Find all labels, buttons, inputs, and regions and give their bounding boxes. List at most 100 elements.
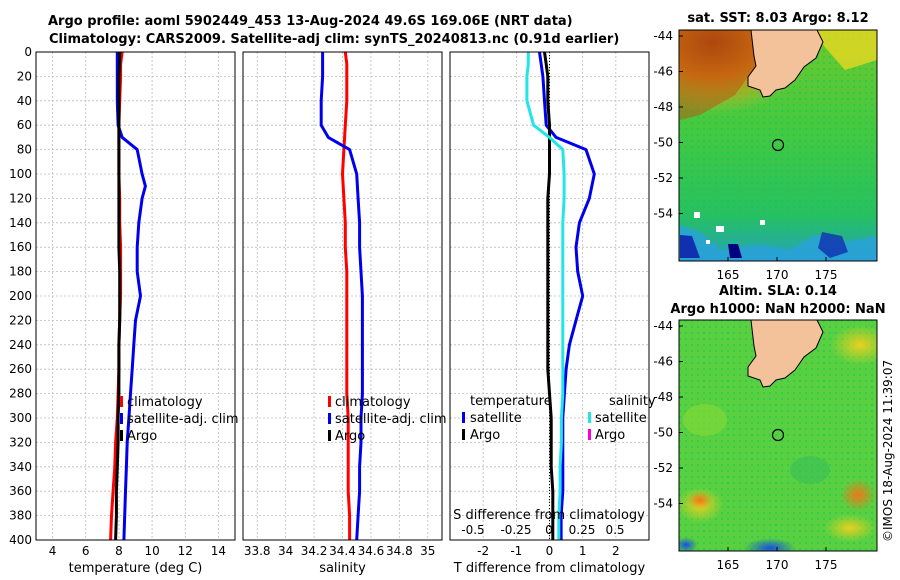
x-tick-label: 10 [144,544,159,558]
map-y-tick-label: -48 [653,100,673,114]
map-y-tick-label: -46 [653,355,673,369]
x-tick-label: -2 [477,544,489,558]
x-tick-label: 12 [178,544,193,558]
map-y-tick-label: -44 [653,319,673,333]
y-tick-label: 380 [9,509,32,523]
y-tick-label: 240 [9,338,32,352]
y-tick-label: 300 [9,411,32,425]
y-tick-label: 60 [17,118,32,132]
legend-label: Argo [335,429,365,444]
legend-swatch [328,413,331,424]
series-line-satellite-adj-clim [319,52,364,541]
x-tick-label-top: -0.5 [461,523,484,537]
y-tick-label: 140 [9,216,32,230]
y-tick-label: 120 [9,191,32,205]
salinity-panel: 33.8 34 34.2 34.4 34.6 34.8 35 salinity climatol… [242,51,447,576]
x-tick-label: 35 [420,544,435,558]
svg-text:Altim. SLA: 0.14: Altim. SLA: 0.14 [719,284,837,299]
x-axis-label: temperature (deg C) [69,561,203,576]
map-y-tick-label: -50 [653,426,673,440]
title-line-1: Argo profile: aoml 5902449_453 13-Aug-20… [48,14,573,29]
legend-swatch [462,429,465,440]
title-line-2: Climatology: CARS2009. Satellite-adj cli… [49,32,620,47]
y-tick-label: 40 [17,94,32,108]
legend-swatch [328,430,331,441]
axes-frame [35,51,236,541]
x-tick-label: -1 [510,544,522,558]
map-x-tick-label: 175 [815,558,838,572]
svg-text:Argo h1000: NaN h2000: NaN: Argo h1000: NaN h2000: NaN [670,302,885,317]
x-tick-label: 6 [82,544,90,558]
x-tick-label-top: 0.5 [605,523,624,537]
x-axis-label: salinity [319,561,366,576]
y-tick-label: 340 [9,460,32,474]
legend-label: satellite-adj. clim [335,412,447,427]
legend-label: climatology [335,395,411,410]
series-line-t-argo [543,51,555,540]
imos-stamp: ©IMOS 18-Aug-2024 11:39:07 [881,360,895,542]
legend-label: climatology [127,395,203,410]
series-line-climatology [341,51,352,540]
x-tick-label: 34.2 [301,544,328,558]
legend-swatch [588,429,591,440]
legend-label: Argo [127,429,157,444]
legend-swatch [328,396,331,407]
map-y-tick-label: -46 [653,65,673,79]
legend-swatch [120,396,123,407]
y-tick-label: 400 [9,533,32,547]
legend-swatch [120,413,123,424]
x-tick-label: 1 [579,544,587,558]
legend-label: satellite [470,411,522,426]
legend-swatch [462,412,465,423]
map-x-tick-label: 170 [766,268,789,282]
x-tick-label-top: 0 [545,523,553,537]
map-x-tick-label: 170 [766,558,789,572]
y-tick-label: 280 [9,387,32,401]
difference-panel: -2 -1 0 1 2 T difference from climatology temp… [449,51,656,576]
y-tick-label: 200 [9,289,32,303]
x-tick-label-top: -0.25 [500,523,531,537]
map-y-tick-label: -54 [653,207,673,221]
sst-title: sat. SST: 8.03 Argo: 8.12 [687,11,868,26]
map-y-tick-label: -50 [653,136,673,150]
legend-swatch [120,430,123,441]
legend-title-salinity: salinity [609,394,656,409]
x-tick-label: 33.8 [244,544,271,558]
map-y-tick-label: -54 [653,497,673,511]
legend-swatch [588,412,591,423]
y-tick-label: 100 [9,167,32,181]
temperature-panel: 4 6 8 10 12 140204060801001201401601802002202… [9,45,239,576]
map-y-tick-label: -48 [653,390,673,404]
x-tick-label: 34.8 [386,544,413,558]
y-tick-label: 0 [24,45,32,59]
legend-title-temperature: temperature [470,394,552,409]
x-tick-label: 4 [49,544,57,558]
y-tick-label: 160 [9,240,32,254]
x-tick-label: 2 [612,544,620,558]
sla-title-1: Altim. SLA: 0.14 [719,284,837,299]
x-tick-label: 34 [278,544,293,558]
x-tick-label: 34.6 [358,544,385,558]
sla-map: Altim. SLA: 0.14 Argo h1000: NaN h2000: … [653,284,885,572]
svg-text:sat. SST: 8.03 Argo: 8.12: sat. SST: 8.03 Argo: 8.12 [687,11,868,26]
y-tick-label: 20 [17,69,32,83]
y-tick-label: 180 [9,265,32,279]
series-line-argo [114,52,122,541]
y-tick-label: 320 [9,435,32,449]
y-tick-label: 260 [9,362,32,376]
legend-label: satellite-adj. clim [127,412,239,427]
map-x-tick-label: 165 [717,268,740,282]
map-y-tick-label: -44 [653,29,673,43]
x-tick-label-top: 0.25 [569,523,596,537]
y-tick-label: 80 [17,143,32,157]
x-axis-label: T difference from climatology [453,561,646,576]
y-tick-label: 220 [9,313,32,327]
x-tick-label: 14 [211,544,226,558]
sst-map: sat. SST: 8.03 Argo: 8.12 -44 -46 -48 -50 -5… [653,11,878,282]
series-line-s-satellite [525,52,566,540]
legend-label: Argo [595,428,625,443]
map-y-tick-label: -52 [653,171,673,185]
series-line-t-satellite [538,51,596,540]
sla-title-2: Argo h1000: NaN h2000: NaN [670,302,885,317]
x-tick-label: 8 [115,544,123,558]
